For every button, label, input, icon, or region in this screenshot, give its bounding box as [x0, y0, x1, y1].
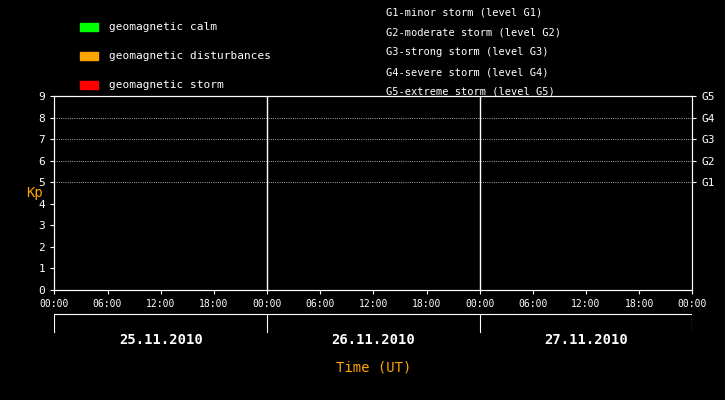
- Bar: [80, 23, 98, 31]
- Text: 25.11.2010: 25.11.2010: [119, 333, 202, 346]
- Text: Time (UT): Time (UT): [336, 361, 411, 374]
- Bar: [80, 82, 98, 89]
- Text: G4-severe storm (level G4): G4-severe storm (level G4): [386, 67, 549, 77]
- Text: G1-minor storm (level G1): G1-minor storm (level G1): [386, 7, 542, 17]
- Text: 26.11.2010: 26.11.2010: [331, 333, 415, 346]
- Bar: [80, 52, 98, 60]
- Text: G2-moderate storm (level G2): G2-moderate storm (level G2): [386, 28, 561, 38]
- Text: geomagnetic calm: geomagnetic calm: [109, 22, 218, 32]
- Text: geomagnetic storm: geomagnetic storm: [109, 80, 224, 90]
- Text: geomagnetic disturbances: geomagnetic disturbances: [109, 51, 271, 61]
- Text: G5-extreme storm (level G5): G5-extreme storm (level G5): [386, 87, 555, 97]
- Text: 27.11.2010: 27.11.2010: [544, 333, 628, 346]
- Text: G3-strong storm (level G3): G3-strong storm (level G3): [386, 47, 549, 57]
- Y-axis label: Kp: Kp: [26, 186, 43, 200]
